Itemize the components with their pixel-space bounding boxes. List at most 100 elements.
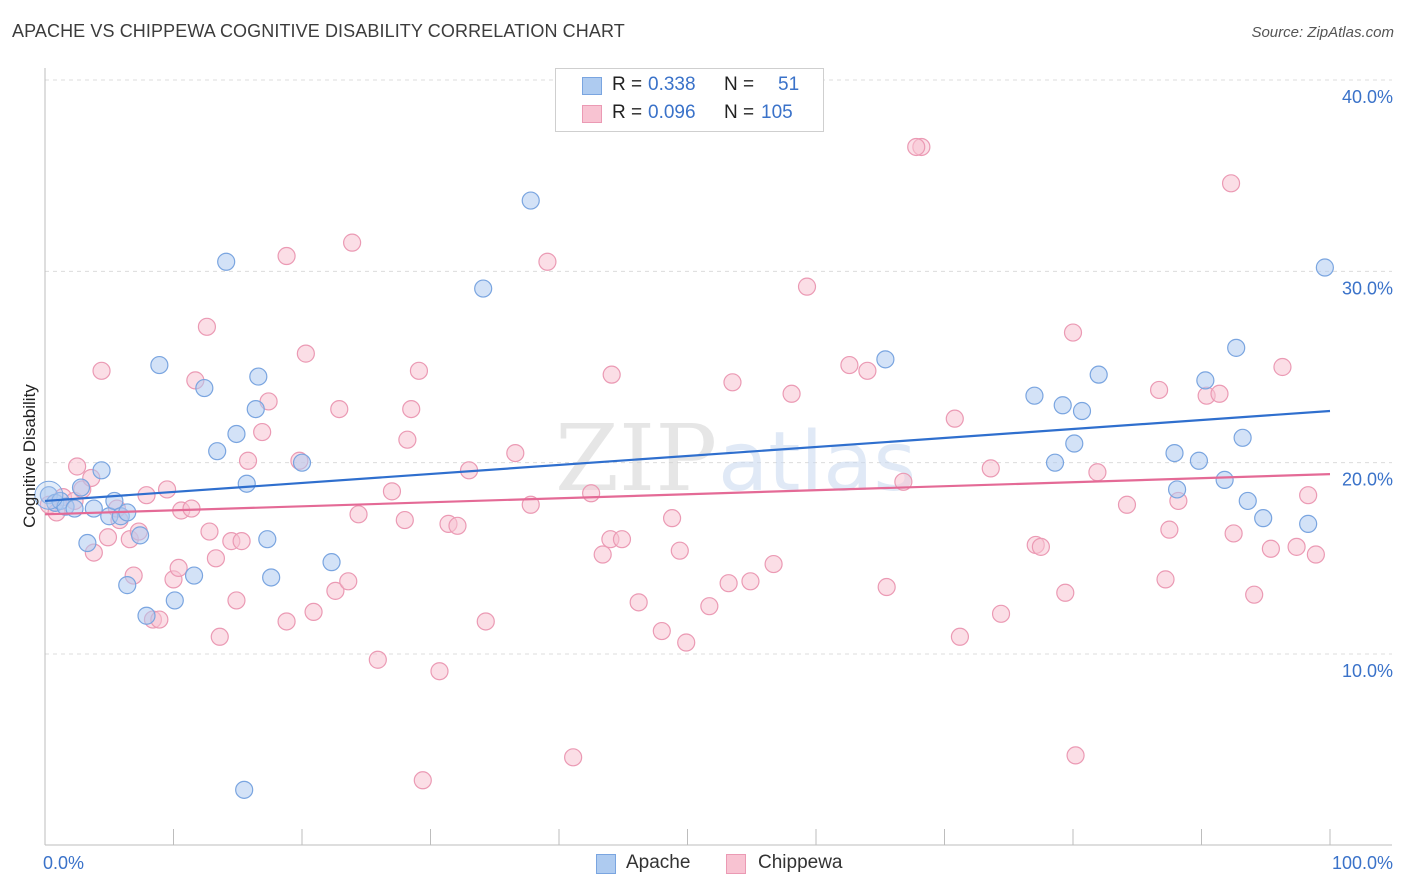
chippewa-point (612, 530, 632, 549)
apache-point (1167, 480, 1187, 499)
apache-point (237, 474, 256, 493)
apache-point (1045, 453, 1065, 472)
trend-lines (44, 409, 1331, 516)
chippewa-point (343, 233, 362, 252)
chippewa-point (1031, 537, 1050, 556)
chippewa-point (723, 373, 742, 392)
legend-row-chippewa: R = 0.096 N = 105 (556, 102, 823, 130)
legend-r-value: 0.096 (648, 102, 696, 123)
watermark-atlas: atlas (718, 415, 916, 510)
chippewa-point (98, 528, 118, 547)
apache-point (1227, 338, 1246, 357)
legend-r-value: 0.338 (648, 74, 696, 95)
chippewa-point (907, 137, 926, 157)
apache-point (208, 442, 227, 461)
chippewa-point (197, 317, 217, 336)
apache-point-large (34, 480, 64, 510)
chippewa-point (92, 361, 111, 380)
apache-trend-line (44, 409, 1331, 503)
apache-point (92, 461, 111, 480)
apache-point (1196, 371, 1215, 390)
chippewa-point (210, 627, 229, 646)
y-tick-label: 10.0% (1342, 661, 1393, 681)
chippewa-point (326, 581, 345, 600)
chippewa-point (1117, 495, 1137, 514)
legend-label-chippewa: Chippewa (758, 852, 843, 873)
chippewa-point (538, 252, 557, 271)
chippewa-point (945, 409, 964, 428)
chippewa-trend-line (44, 473, 1331, 516)
apache-point (150, 355, 169, 375)
chippewa-point (253, 422, 272, 442)
legend-row-apache: R = 0.338 N = 51 (556, 74, 823, 102)
chippewa-point (304, 602, 323, 622)
apache-point (227, 424, 246, 444)
apache-point (246, 399, 265, 419)
chippewa-point (582, 484, 601, 503)
apache-point (1089, 365, 1108, 384)
apache-point (249, 367, 268, 386)
chippewa-point (1210, 384, 1229, 403)
chippewa-point (169, 558, 188, 578)
chippewa-point (1221, 174, 1241, 193)
apache-point (1299, 514, 1318, 533)
chippewa-point (797, 277, 817, 296)
chippewa-point (277, 612, 296, 631)
apache-point (235, 780, 254, 799)
chippewa-point (238, 451, 258, 470)
legend-r-label: R = (612, 102, 643, 123)
apache-point (137, 606, 156, 625)
chippewa-point (277, 246, 296, 266)
chart-title: APACHE VS CHIPPEWA COGNITIVE DISABILITY … (12, 21, 625, 41)
chippewa-point (157, 480, 177, 499)
chippewa-point (506, 444, 525, 463)
chippewa-point (1149, 380, 1169, 400)
chippewa-point (206, 549, 226, 568)
chippewa-swatch (726, 854, 746, 874)
apache-point (71, 478, 91, 497)
apache-point (1065, 434, 1084, 453)
chippewa-point (652, 621, 671, 641)
apache-point (1189, 451, 1209, 470)
chippewa-point (68, 457, 87, 476)
apache-point (78, 533, 97, 553)
chippewa-point (1299, 486, 1318, 505)
apache-point (1053, 396, 1072, 415)
chippewa-point (602, 365, 621, 384)
chippewa-point (670, 541, 689, 560)
apache-point (1025, 386, 1044, 405)
chippewa-point (349, 505, 368, 524)
apache-point (258, 530, 277, 549)
apache-point (118, 576, 137, 595)
apache-point (184, 566, 204, 585)
x-tick-label: 100.0% (1332, 853, 1393, 873)
chippewa-point (521, 495, 540, 514)
chippewa-point (1287, 537, 1306, 556)
chippewa-point (1306, 545, 1325, 564)
apache-swatch (582, 77, 602, 95)
chippewa-point (764, 554, 783, 574)
chippewa-point (1245, 585, 1264, 604)
chippewa-point (339, 572, 358, 591)
chippewa-point (719, 574, 738, 593)
chippewa-point (448, 516, 467, 535)
x-tick-label: 0.0% (43, 853, 84, 873)
chippewa-point (564, 748, 583, 767)
chippewa-point (227, 591, 246, 610)
chippewa-point (840, 355, 859, 375)
chippewa-point (409, 361, 429, 380)
apache-swatch (596, 854, 616, 874)
chippewa-point (395, 510, 414, 530)
apache-point (521, 191, 540, 210)
apache-point (1233, 428, 1252, 447)
chippewa-point (1063, 323, 1083, 342)
grid-lines (45, 79, 1392, 655)
y-tick-label: 30.0% (1342, 278, 1393, 298)
apache-point (474, 279, 493, 298)
apache-point (130, 526, 150, 545)
chippewa-point (782, 384, 801, 403)
chippewa-point (991, 604, 1011, 623)
chippewa-point (894, 472, 913, 491)
apache-point (84, 499, 103, 518)
